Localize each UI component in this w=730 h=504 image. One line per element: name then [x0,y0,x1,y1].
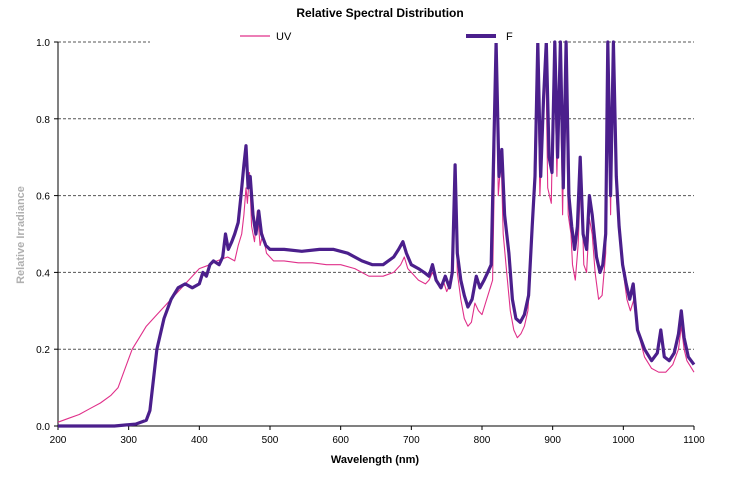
tick-labels: 200 300 400 500 600 700 800 900 1000 1100 0.0 0.2 0.… [36,38,705,446]
y-tick-label: 0.8 [36,115,50,126]
y-tick-label: 0.6 [36,192,50,203]
series-line-f [58,40,696,428]
x-tick-label: 900 [544,435,561,446]
grid [58,41,694,350]
legend: UV F [150,27,550,43]
y-tick-label: 1.0 [36,38,50,49]
x-tick-label: 800 [474,435,491,446]
y-tick-label: 0.2 [36,345,50,356]
y-axis-label: Relative Irradiance [15,186,27,284]
x-tick-label: 400 [191,435,208,446]
axes [54,41,695,430]
series-lines [57,40,696,428]
chart-title: Relative Spectral Distribution [296,6,463,20]
y-tick-label: 0.0 [36,422,50,433]
y-tick-label: 0.4 [36,268,50,279]
legend-background [150,27,550,43]
x-tick-label: 500 [262,435,279,446]
x-tick-label: 1000 [612,435,635,446]
legend-label-f: F [506,31,513,43]
series-line-uv [57,41,695,423]
legend-label-uv: UV [276,31,292,43]
x-tick-label: 1100 [683,435,705,446]
x-tick-label: 200 [50,435,67,446]
x-axis-label: Wavelength (nm) [331,454,420,466]
x-tick-label: 600 [332,435,349,446]
x-tick-label: 700 [403,435,420,446]
x-tick-label: 300 [120,435,137,446]
